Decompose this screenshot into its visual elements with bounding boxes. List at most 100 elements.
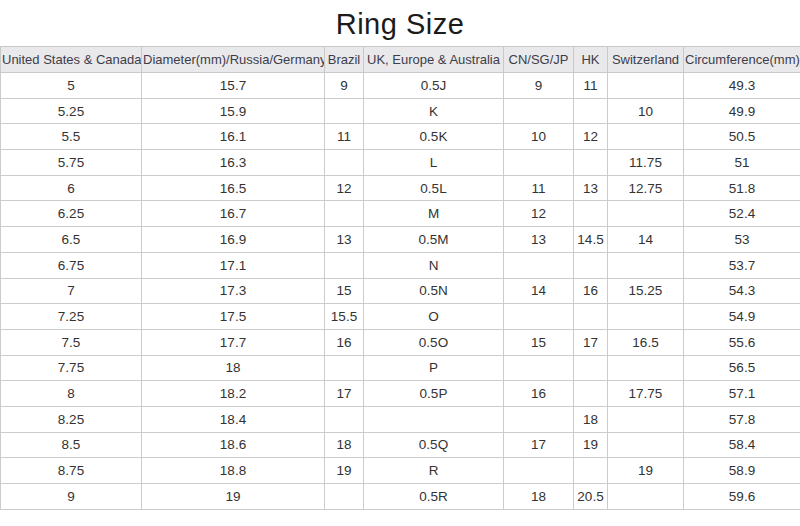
table-row: 8.2518.41857.8 bbox=[1, 406, 800, 432]
table-cell bbox=[504, 98, 574, 124]
table-cell: 13 bbox=[325, 227, 364, 253]
table-cell bbox=[574, 381, 608, 407]
table-row: 7.7518P56.5 bbox=[1, 355, 800, 381]
table-cell: O bbox=[364, 304, 504, 330]
table-cell: P bbox=[364, 355, 504, 381]
table-cell: 7.75 bbox=[1, 355, 142, 381]
table-cell: 19 bbox=[574, 432, 608, 458]
table-cell: 8.5 bbox=[1, 432, 142, 458]
table-row: 8.7518.819R1958.9 bbox=[1, 458, 800, 484]
table-row: 7.2517.515.5O 54.9 bbox=[1, 304, 800, 330]
table-cell bbox=[504, 252, 574, 278]
table-cell: 16.1 bbox=[142, 124, 325, 150]
table-cell: 16 bbox=[325, 329, 364, 355]
table-cell: 9 bbox=[325, 73, 364, 99]
table-cell: 0.5Q bbox=[364, 432, 504, 458]
table-cell: 7.25 bbox=[1, 304, 142, 330]
table-cell: 16 bbox=[504, 381, 574, 407]
table-cell bbox=[504, 355, 574, 381]
table-row: 515.790.5J91149.3 bbox=[1, 73, 800, 99]
table-cell: 16.9 bbox=[142, 227, 325, 253]
table-cell: 54.9 bbox=[684, 304, 800, 330]
table-cell bbox=[574, 201, 608, 227]
table-cell: 0.5O bbox=[364, 329, 504, 355]
table-cell bbox=[325, 150, 364, 176]
table-cell: 15 bbox=[325, 278, 364, 304]
ring-size-table: United States & CanadaDiameter(mm)/Russi… bbox=[0, 46, 800, 510]
table-cell bbox=[504, 304, 574, 330]
table-row: 616.5120.5L111312.7551.8 bbox=[1, 175, 800, 201]
table-cell: 16 bbox=[574, 278, 608, 304]
table-cell: 18.8 bbox=[142, 458, 325, 484]
column-header: CN/SG/JP bbox=[504, 47, 574, 73]
table-cell: 18 bbox=[142, 355, 325, 381]
table-cell: 6.5 bbox=[1, 227, 142, 253]
table-cell: L bbox=[364, 150, 504, 176]
table-body: 515.790.5J91149.35.2515.9K1049.95.516.11… bbox=[1, 73, 800, 510]
table-cell: 14.5 bbox=[574, 227, 608, 253]
column-header: United States & Canada bbox=[1, 47, 142, 73]
table-cell: 59.6 bbox=[684, 484, 800, 510]
table-cell: 54.3 bbox=[684, 278, 800, 304]
column-header: HK bbox=[574, 47, 608, 73]
table-cell: 55.6 bbox=[684, 329, 800, 355]
table-row: 6.516.9130.5M1314.51453 bbox=[1, 227, 800, 253]
ring-size-page: Ring Size United States & CanadaDiameter… bbox=[0, 0, 800, 526]
table-cell: 13 bbox=[574, 175, 608, 201]
table-cell: 0.5M bbox=[364, 227, 504, 253]
table-cell: 11 bbox=[325, 124, 364, 150]
table-cell: 7 bbox=[1, 278, 142, 304]
table-row: 7.517.7160.5O151716.555.6 bbox=[1, 329, 800, 355]
column-header: Switzerland bbox=[608, 47, 684, 73]
table-cell: 18.4 bbox=[142, 406, 325, 432]
table-cell: 16.7 bbox=[142, 201, 325, 227]
table-cell: 53 bbox=[684, 227, 800, 253]
table-cell bbox=[608, 252, 684, 278]
table-cell bbox=[504, 458, 574, 484]
table-header: United States & CanadaDiameter(mm)/Russi… bbox=[1, 47, 800, 73]
column-header: UK, Europe & Australia bbox=[364, 47, 504, 73]
table-row: 6.7517.1N53.7 bbox=[1, 252, 800, 278]
table-cell: 15.9 bbox=[142, 98, 325, 124]
header-row: United States & CanadaDiameter(mm)/Russi… bbox=[1, 47, 800, 73]
table-cell: 57.8 bbox=[684, 406, 800, 432]
table-cell: 51 bbox=[684, 150, 800, 176]
table-cell bbox=[574, 252, 608, 278]
column-header: Brazil bbox=[325, 47, 364, 73]
table-cell bbox=[608, 304, 684, 330]
table-cell bbox=[504, 406, 574, 432]
table-cell bbox=[574, 150, 608, 176]
table-row: 5.2515.9K1049.9 bbox=[1, 98, 800, 124]
table-cell: 12 bbox=[504, 201, 574, 227]
table-cell: 17.5 bbox=[142, 304, 325, 330]
table-cell: 16.5 bbox=[142, 175, 325, 201]
table-cell bbox=[325, 406, 364, 432]
table-cell bbox=[325, 98, 364, 124]
table-cell: 15.5 bbox=[325, 304, 364, 330]
table-cell: 19 bbox=[325, 458, 364, 484]
table-cell bbox=[574, 98, 608, 124]
table-cell: 8 bbox=[1, 381, 142, 407]
table-cell bbox=[325, 201, 364, 227]
table-cell: 5.25 bbox=[1, 98, 142, 124]
page-title: Ring Size bbox=[0, 0, 800, 46]
table-cell bbox=[504, 150, 574, 176]
table-cell: N bbox=[364, 252, 504, 278]
table-cell: 16.5 bbox=[608, 329, 684, 355]
table-cell: 17.75 bbox=[608, 381, 684, 407]
table-cell: 7.5 bbox=[1, 329, 142, 355]
table-cell: M bbox=[364, 201, 504, 227]
table-cell bbox=[364, 406, 504, 432]
table-cell: K bbox=[364, 98, 504, 124]
table-cell: 0.5P bbox=[364, 381, 504, 407]
table-cell: 8.25 bbox=[1, 406, 142, 432]
table-cell: 19 bbox=[142, 484, 325, 510]
table-cell: 5.75 bbox=[1, 150, 142, 176]
table-cell: 12.75 bbox=[608, 175, 684, 201]
table-cell: 0.5K bbox=[364, 124, 504, 150]
table-cell: 19 bbox=[608, 458, 684, 484]
table-cell bbox=[574, 355, 608, 381]
table-cell: 17.1 bbox=[142, 252, 325, 278]
table-cell: 5 bbox=[1, 73, 142, 99]
table-cell: R bbox=[364, 458, 504, 484]
